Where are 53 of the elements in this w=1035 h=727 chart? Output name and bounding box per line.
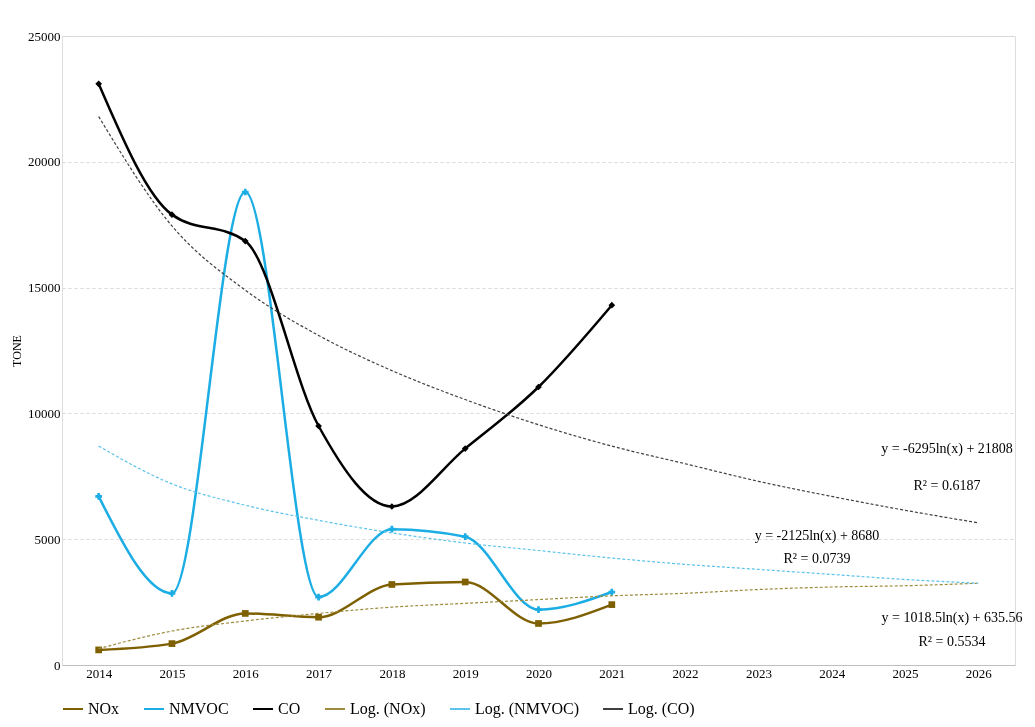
point [608,601,616,608]
y-tick-label: 5000 [34,531,61,547]
annotation: R² = 0.6187 [913,477,981,493]
point [461,578,469,586]
y-tick-label: 10000 [28,405,61,421]
x-tick-label: 2016 [232,665,260,681]
point [608,588,616,596]
legend-label: NOx [88,700,120,717]
legend-label: NMVOC [169,700,229,717]
annotation: R² = 0.0739 [783,550,851,566]
x-tick-label: 2023 [745,665,772,681]
y-tick-label: 25000 [28,28,61,44]
x-tick-label: 2026 [965,665,993,681]
x-tick-label: 2020 [526,665,552,681]
point [241,188,249,196]
y-tick-label: 0 [54,657,61,673]
legend-label: Log. (NMVOC) [475,700,579,718]
point [95,493,103,500]
point [461,533,469,541]
line-series [98,445,979,584]
y-axis-title: TONE [10,335,24,367]
point [241,610,249,617]
point [241,237,249,245]
x-tick-label: 2019 [452,665,479,681]
x-tick-label: 2017 [306,665,333,681]
point [315,613,322,621]
point [535,620,542,627]
annotation: y = 1018.5ln(x) + 635.56 [881,610,1023,627]
point [535,606,542,613]
annotation: y = -2125ln(x) + 8680 [754,528,880,545]
x-tick-label: 2025 [892,665,919,681]
point [388,581,396,588]
point [168,589,176,597]
x-tick-label: 2014 [86,665,113,681]
point [168,211,176,218]
legend-label: CO [278,700,301,717]
annotation: y = -6295ln(x) + 21808 [881,441,1013,458]
point [168,640,176,647]
x-tick-label: 2021 [599,665,626,681]
legend-label: Log. (CO) [628,700,695,718]
x-tick-label: 2015 [159,665,186,681]
line-series [98,115,979,524]
y-tick-label: 20000 [28,154,61,170]
x-tick-label: 2024 [819,665,846,681]
x-tick-label: 2018 [379,665,406,681]
legend-label: Log. (NOx) [350,700,426,718]
x-tick-label: 2022 [672,665,699,681]
y-tick-label: 15000 [28,280,61,296]
annotation: R² = 0.5534 [918,634,986,650]
point [461,445,469,452]
point [608,301,616,309]
point [315,593,322,601]
point [95,80,103,88]
